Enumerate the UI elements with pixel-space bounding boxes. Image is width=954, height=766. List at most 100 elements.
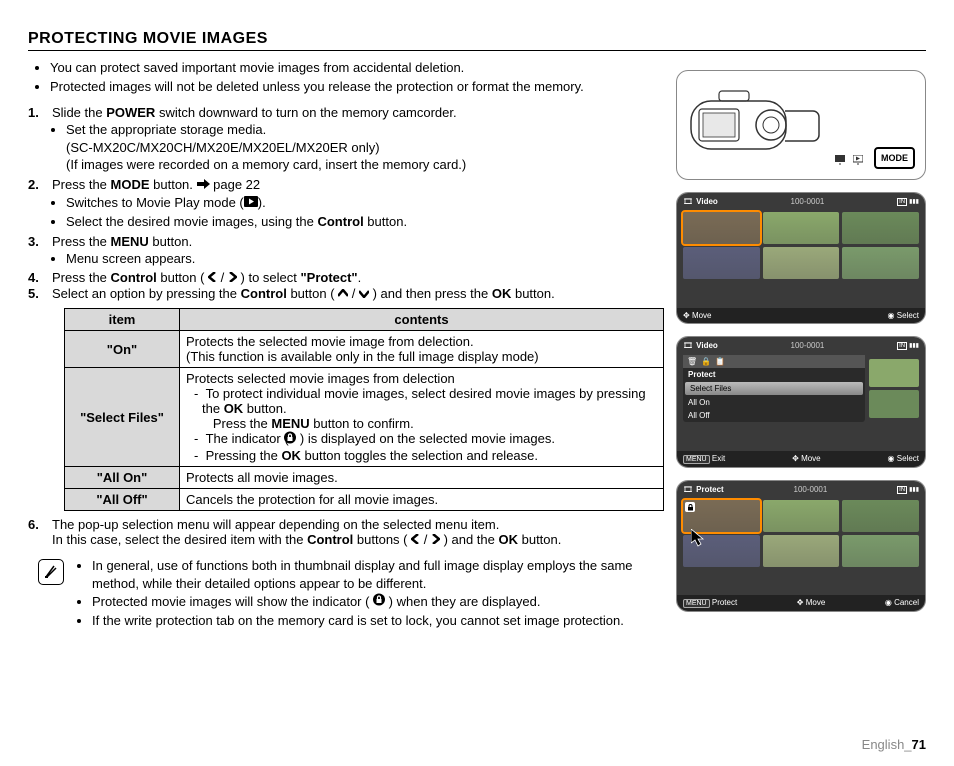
step-text: Select an option by pressing the [52, 286, 241, 301]
options-table: item contents "On" Protects the selected… [64, 308, 664, 511]
move-label: Move [801, 454, 821, 463]
table-row: "All On" Protects all movie images. [65, 466, 664, 488]
table-row: "All Off" Cancels the protection for all… [65, 488, 664, 510]
joystick-icon: ✥ [683, 311, 690, 320]
thumb [842, 500, 919, 532]
ok-label: OK [499, 532, 519, 547]
step-text: . [358, 270, 362, 285]
step-number: 6. [28, 517, 52, 548]
step-text: buttons ( [353, 532, 411, 547]
step-text: button. [150, 177, 197, 192]
menu-item-select-files: Select Files [685, 382, 863, 395]
sub-text: ). [258, 195, 266, 210]
record-mode-icon [835, 155, 845, 165]
cursor-icon [691, 529, 707, 551]
menu-badge: MENU [683, 599, 710, 608]
table-header-item: item [65, 309, 180, 331]
step-text: button. [511, 286, 554, 301]
step-number: 4. [28, 270, 52, 286]
opt-on-desc: Protects the selected movie image from d… [180, 331, 664, 368]
note-block: In general, use of functions both in thu… [38, 556, 656, 631]
ok-dot-icon: ◉ [888, 311, 895, 320]
chevron-up-icon [338, 286, 348, 301]
move-label: Move [692, 311, 712, 320]
opt-all-off-desc: Cancels the protection for all movie ima… [180, 488, 664, 510]
sub-bullet: Set the appropriate storage media. (SC-M… [66, 121, 656, 174]
status-icons: IN▮▮▮ [897, 198, 919, 206]
chevron-right-icon [228, 270, 237, 285]
arrow-right-icon [197, 177, 210, 192]
step-text: Slide the [52, 105, 106, 120]
thumb [763, 212, 840, 244]
step-text: Press the [52, 234, 111, 249]
step-5: 5. Select an option by pressing the Cont… [28, 286, 656, 302]
note-icon [38, 559, 64, 585]
thumb [869, 359, 919, 387]
step-number: 2. [28, 177, 52, 234]
step-number: 1. [28, 105, 52, 177]
film-icon: 🎞 [683, 197, 693, 206]
video-label: Video [696, 341, 718, 350]
step-text: button ( [157, 270, 208, 285]
joystick-icon: ✥ [797, 598, 804, 607]
step-text: / [420, 532, 431, 547]
mode-button: MODE [874, 147, 915, 169]
menu-item-all-off: All Off [683, 409, 865, 422]
intro-bullet: Protected images will not be deleted unl… [50, 78, 656, 96]
opt-all-off: "All Off" [65, 488, 180, 510]
step-text: ) and the [440, 532, 499, 547]
camcorder-outline-icon [689, 83, 824, 161]
note-item: Protected movie images will show the ind… [92, 593, 656, 611]
step-1: 1. Slide the POWER switch downward to tu… [28, 105, 656, 177]
intro-bullet: You can protect saved important movie im… [50, 59, 656, 77]
thumb [683, 247, 760, 279]
control-label: Control [111, 270, 157, 285]
chevron-right-icon [431, 532, 440, 547]
film-icon: 🎞 [683, 341, 693, 350]
protect-label: Protect [712, 598, 737, 607]
video-label: Video [696, 197, 718, 206]
sub-text: button. [364, 214, 407, 229]
file-number: 100-0001 [794, 485, 828, 494]
footer-lang: English_ [862, 737, 912, 752]
step-text: ) and then press the [369, 286, 492, 301]
thumb [869, 390, 919, 418]
table-row: "Select Files" Protects selected movie i… [65, 368, 664, 467]
chevron-down-icon [359, 286, 369, 301]
step-2: 2. Press the MODE button. page 22 Switch… [28, 177, 656, 234]
protect-label: "Protect" [300, 270, 357, 285]
power-label: POWER [106, 105, 155, 120]
thumb [763, 247, 840, 279]
lock-icon [373, 593, 385, 611]
mode-label: MODE [111, 177, 150, 192]
step-6: 6. The pop-up selection menu will appear… [28, 517, 656, 548]
control-label: Control [307, 532, 353, 547]
sub-text: Select the desired movie images, using t… [66, 214, 317, 229]
table-row: "On" Protects the selected movie image f… [65, 331, 664, 368]
section-title: PROTECTING MOVIE IMAGES [28, 30, 926, 51]
lock-indicator-icon [685, 502, 695, 512]
table-header-contents: contents [180, 309, 664, 331]
thumb [683, 500, 760, 532]
file-number: 100-0001 [791, 197, 825, 206]
thumb [683, 212, 760, 244]
figures-column: MODE 🎞 Video 100-0001 IN▮▮▮ ✥ Move ◉ Sel… [676, 55, 926, 631]
sub-text: Set the appropriate storage media. [66, 122, 266, 137]
camcorder-figure: MODE [676, 70, 926, 180]
select-label: Select [897, 454, 919, 463]
screen-protect-menu: 🎞 Video 100-0001 IN▮▮▮ 🗑🔒📋 Protect Selec… [676, 336, 926, 468]
exit-label: Exit [712, 454, 725, 463]
protect-label: Protect [696, 485, 724, 494]
lock-icon [292, 431, 296, 447]
sub-bullet: Switches to Movie Play mode (). [66, 194, 656, 212]
step-text: In this case, select the desired item wi… [52, 532, 307, 547]
thumb [763, 535, 840, 567]
note-item: If the write protection tab on the memor… [92, 612, 656, 630]
main-content: You can protect saved important movie im… [28, 55, 656, 631]
page-ref: page 22 [213, 177, 260, 192]
thumb [763, 500, 840, 532]
ok-label: OK [492, 286, 512, 301]
thumb [683, 535, 760, 567]
mode-icons [835, 155, 863, 165]
step-text: button. [149, 234, 192, 249]
